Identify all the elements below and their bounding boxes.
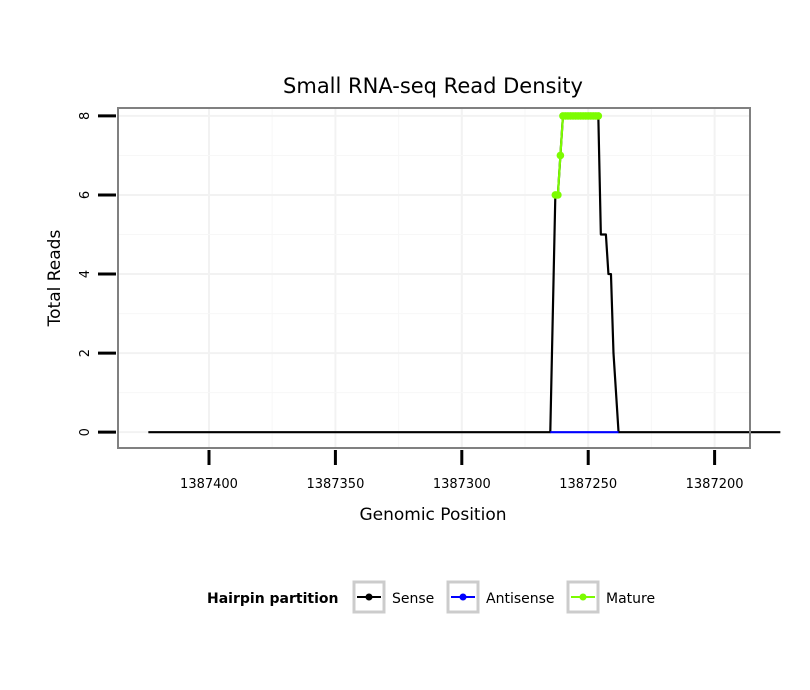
legend-label-mature: Mature [606,591,655,607]
series-mature-point [594,112,603,120]
grid [118,108,750,448]
legend-label-antisense: Antisense [486,591,555,607]
legend-title: Hairpin partition [207,591,338,607]
y-axis-title: Total Reads [45,230,65,328]
legend-key-antisense-point [459,593,467,601]
x-axis: 1387400 1387350 1387300 1387250 1387200 [180,450,744,492]
series-mature-point [556,151,565,160]
y-tick-label-0: 0 [78,428,93,436]
x-tick-label-3: 1387250 [559,477,617,492]
x-tick-label-1: 1387350 [306,477,364,492]
x-axis-title: Genomic Position [359,505,506,525]
y-tick-label-1: 2 [78,349,93,357]
x-tick-label-2: 1387300 [433,477,491,492]
y-tick-label-2: 4 [78,270,93,278]
x-tick-label-0: 1387400 [180,477,238,492]
chart-title: Small RNA-seq Read Density [283,74,583,98]
series-mature-point [554,191,562,199]
legend: Hairpin partition Sense Antisense Mature [207,580,655,614]
y-axis: 0 2 4 6 8 [78,112,116,436]
legend-key-mature-point [579,593,587,601]
series-layer [148,112,781,434]
y-tick-label-3: 6 [78,191,93,199]
series-mature [551,112,603,199]
y-tick-label-4: 8 [78,112,93,120]
legend-key-sense-point [365,593,373,601]
plot-panel-border [117,107,751,449]
legend-label-sense: Sense [392,591,434,607]
x-tick-label-4: 1387200 [686,477,744,492]
